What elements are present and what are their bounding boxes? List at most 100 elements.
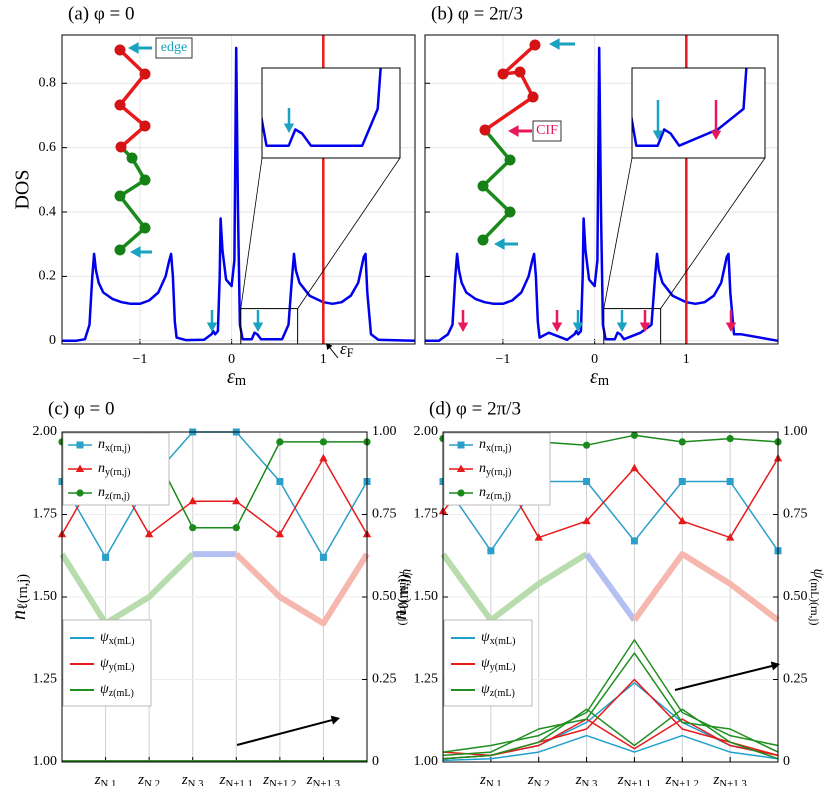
data-marker <box>630 537 638 545</box>
arrow <box>236 718 334 746</box>
annotation-box <box>155 37 193 59</box>
atom <box>114 190 126 202</box>
atom <box>497 68 509 80</box>
arrow-head <box>508 125 519 137</box>
data-marker <box>102 553 110 561</box>
y-axis-label: nℓ(rn,j) <box>8 574 32 620</box>
x-axis-label: εm <box>590 366 609 390</box>
data-marker <box>630 431 639 439</box>
inset-frame <box>261 67 401 159</box>
panel-title: (d) φ = 2π/3 <box>429 398 521 419</box>
y-tick-label: 0.8 <box>39 76 57 91</box>
data-marker <box>725 533 735 541</box>
atom <box>527 91 539 103</box>
data-marker <box>276 478 284 485</box>
legend-label: ψz(mL) <box>481 682 515 699</box>
arrow <box>674 664 774 691</box>
data-marker <box>582 441 591 449</box>
atom <box>477 180 489 192</box>
chain-bond <box>117 48 148 149</box>
y2-tick-label: 0.50 <box>783 589 808 604</box>
x-tick-label: −1 <box>132 352 147 367</box>
zoom-connector <box>297 157 401 309</box>
arrow-head <box>549 38 560 50</box>
x-tick-label: zN+1,2 <box>665 772 699 786</box>
data-marker <box>583 478 591 485</box>
legend-label: ny(rn,j) <box>479 461 511 478</box>
weight-line <box>584 552 637 622</box>
arrow-head <box>128 42 139 54</box>
data-marker <box>188 496 197 505</box>
y-tick-label: 1.75 <box>33 507 58 522</box>
data-marker <box>232 524 240 532</box>
y2-tick-label: 0.75 <box>783 507 808 522</box>
series-line <box>442 480 779 552</box>
arrow-head <box>130 246 141 258</box>
y-tick-label: 0.4 <box>39 204 57 219</box>
arrow-head <box>725 322 737 332</box>
x-tick-label: zN,2 <box>527 772 550 786</box>
y2-tick-label: 0.25 <box>783 672 808 687</box>
y-tick-label: 1.00 <box>414 754 439 769</box>
data-marker <box>678 478 686 485</box>
legend-marker <box>75 464 85 472</box>
legend-marker <box>457 489 465 497</box>
atom <box>126 152 138 164</box>
atom <box>139 174 151 186</box>
data-marker <box>319 453 328 462</box>
inset-frame-bg <box>632 68 765 158</box>
arrow-head <box>639 322 651 332</box>
data-marker <box>630 463 639 472</box>
legend-marker <box>76 489 84 497</box>
data-marker <box>319 553 327 561</box>
data-marker <box>189 524 197 532</box>
arrow-head <box>326 343 333 350</box>
x-tick-label: zN+1,2 <box>262 772 296 786</box>
weight-line <box>440 551 589 624</box>
x-tick-label: 0 <box>591 352 598 367</box>
data-marker <box>275 529 285 538</box>
zoom-connector <box>660 157 766 309</box>
legend-label: nx(rn,j) <box>98 437 130 454</box>
dos-line <box>425 46 779 343</box>
x-tick-label: 1 <box>320 352 327 367</box>
y2-tick-label: 1.00 <box>372 424 397 439</box>
atom <box>504 154 516 166</box>
data-marker <box>144 529 154 538</box>
x-tick-label: zN,1 <box>94 772 117 786</box>
chain-bond <box>480 158 513 242</box>
data-marker <box>276 438 284 446</box>
plot-frame <box>61 34 416 345</box>
legend-label: ψy(mL) <box>100 656 134 673</box>
weight-line <box>59 551 195 627</box>
y-tick-label: 1.00 <box>33 754 58 769</box>
y2-tick-label: 0 <box>372 754 379 769</box>
arrow-head <box>494 238 505 250</box>
weight-line <box>234 551 370 627</box>
panel-title: (a) φ = 0 <box>68 3 135 24</box>
y2-tick-label: 1.00 <box>783 424 808 439</box>
arrow-head <box>206 322 218 332</box>
arrow-head <box>457 322 469 332</box>
y2-axis-label: ψ(mL)(rn,j) <box>397 569 416 626</box>
atom <box>114 99 126 111</box>
arrow-head <box>572 322 584 332</box>
data-marker <box>678 516 687 525</box>
data-marker <box>726 435 734 443</box>
y-axis-label: DOS <box>12 169 34 209</box>
data-marker <box>319 438 328 446</box>
series-line <box>442 639 779 753</box>
atom <box>479 124 491 136</box>
x-tick-label: 0 <box>228 352 235 367</box>
plot-frame <box>61 431 368 763</box>
panel-title: (b) φ = 2π/3 <box>431 3 523 24</box>
legend-label: nz(rn,j) <box>479 485 511 502</box>
arrow-head <box>710 130 722 140</box>
atom <box>139 222 151 234</box>
legend-marker <box>76 441 84 449</box>
y-tick-label: 2.00 <box>414 424 439 439</box>
atom <box>529 39 541 51</box>
annotation: εF <box>340 339 354 360</box>
arrow-head <box>330 715 340 725</box>
zoom-connector <box>240 157 263 309</box>
